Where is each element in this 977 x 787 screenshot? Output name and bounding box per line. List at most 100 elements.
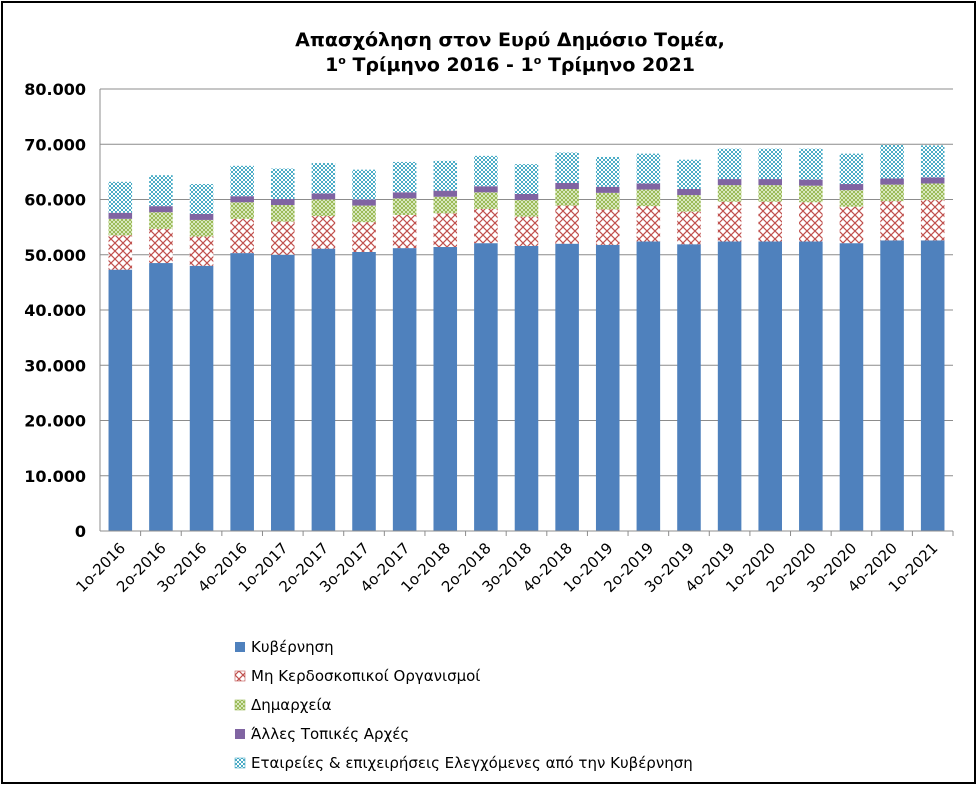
bar-segment-series-4	[555, 182, 579, 190]
stacked-bar-chart: Απασχόληση στον Ευρύ Δημόσιο Τομέα, 1ο Τ…	[24, 29, 954, 772]
bar-segment-series-4	[636, 183, 661, 190]
bar-segment-series-3	[271, 205, 295, 222]
bar-segment-series-1	[636, 241, 661, 532]
bar-segment-series-2	[595, 209, 620, 245]
bar-segment-series-3	[433, 196, 458, 214]
legend-label: Εταιρείες & επιχειρήσεις Ελεγχόμενες από…	[251, 754, 693, 772]
bar-segment-series-2	[433, 213, 458, 248]
bar-segment-series-1	[108, 269, 133, 531]
bar-segment-series-1	[595, 244, 620, 531]
bar-segment-series-5	[758, 148, 782, 180]
bar-segment-series-1	[677, 244, 701, 531]
y-tick-label: 10.000	[24, 467, 86, 486]
bar-segment-series-3	[677, 195, 701, 212]
bar-segment-series-2	[555, 205, 579, 244]
bar-segment-series-5	[230, 165, 254, 197]
y-tick-label: 30.000	[24, 356, 86, 375]
bar-segment-series-1	[311, 248, 336, 532]
bar-segment-series-1	[189, 265, 214, 531]
bar-segment-series-3	[514, 200, 539, 217]
bar-segment-series-4	[799, 179, 823, 186]
bar-segment-series-3	[189, 219, 214, 237]
bar-segment-series-2	[108, 235, 133, 270]
x-axis: 1ο-20162ο-20163ο-20164ο-20161ο-20172ο-20…	[72, 530, 954, 596]
y-tick-label: 40.000	[24, 301, 86, 320]
bar-segment-series-3	[717, 185, 742, 202]
bar-segment-series-5	[717, 148, 742, 180]
bar-segment-series-1	[758, 241, 782, 532]
legend-swatch	[234, 757, 246, 769]
y-tick-label: 60.000	[24, 191, 86, 210]
bar-segment-series-4	[108, 212, 133, 219]
bar-segment-series-3	[352, 205, 376, 223]
legend-swatch	[234, 699, 246, 711]
bar-segment-series-4	[392, 192, 417, 199]
bar-segment-series-4	[677, 189, 701, 196]
bar-segment-series-4	[839, 184, 864, 191]
bar-segment-series-2	[189, 236, 214, 266]
bar-segment-series-3	[758, 185, 782, 202]
bar-segment-series-5	[352, 169, 376, 200]
legend-swatch	[234, 670, 246, 682]
bar-segment-series-5	[880, 144, 904, 179]
bar-segment-series-1	[433, 247, 458, 531]
bar-segment-series-5	[636, 153, 661, 184]
bar-segment-series-3	[555, 189, 579, 206]
bar-segment-series-5	[839, 153, 864, 185]
bar-segment-series-3	[108, 218, 133, 236]
bar-segment-series-3	[595, 192, 620, 210]
bar-segment-series-2	[758, 201, 782, 242]
y-tick-label: 0	[75, 522, 86, 541]
bar-segment-series-1	[149, 263, 173, 531]
bar-segment-series-4	[514, 193, 539, 201]
bar-segment-series-3	[149, 212, 173, 229]
bar-segment-series-1	[271, 254, 295, 531]
bar-segment-series-1	[392, 248, 417, 531]
bar-segment-series-4	[311, 193, 336, 200]
bar-segment-series-4	[352, 199, 376, 206]
y-tick-label: 50.000	[24, 246, 86, 265]
y-tick-label: 70.000	[24, 135, 86, 154]
bar-segment-series-2	[392, 214, 417, 249]
bar-segment-series-1	[514, 245, 539, 531]
bar-segment-series-2	[839, 206, 864, 244]
bar-segment-series-5	[799, 148, 823, 180]
legend-label: Μη Κερδοσκοπικοί Οργανισμοί	[251, 667, 480, 685]
chart-title-line1: Απασχόληση στον Ευρύ Δημόσιο Τομέα,	[295, 29, 725, 51]
bar-segment-series-5	[595, 156, 620, 187]
bar-segment-series-1	[352, 251, 376, 532]
legend: Κυβέρνηση Μη Κερδοσκοπικοί Οργανισμοί Δημα…	[234, 638, 693, 772]
bar-segment-series-1	[717, 241, 742, 532]
bar-segment-series-5	[392, 161, 417, 193]
bar-segment-series-3	[392, 198, 417, 215]
bar-segment-series-4	[474, 186, 498, 193]
bar-segment-series-2	[149, 228, 173, 264]
bar-segment-series-2	[880, 201, 904, 241]
bar-segment-series-4	[189, 213, 214, 220]
bar-segment-series-2	[474, 208, 498, 244]
bar-segment-series-2	[717, 201, 742, 242]
bar-segment-series-3	[920, 183, 945, 201]
chart-title-line2: 1ο Τρίμηνο 2016 - 1ο Τρίμηνο 2021	[325, 54, 695, 76]
bar-segment-series-3	[311, 199, 336, 217]
bar-segment-series-2	[799, 202, 823, 242]
bar-segment-series-5	[474, 155, 498, 187]
bar-segment-series-5	[555, 152, 579, 183]
legend-swatch	[235, 642, 245, 652]
bar-segment-series-5	[920, 145, 945, 178]
legend-swatch	[235, 729, 245, 739]
bar-segment-series-2	[230, 218, 254, 254]
bar-segment-series-5	[514, 164, 539, 194]
bar-segment-series-4	[758, 179, 782, 186]
y-axis: 0 10.000 20.000 30.000 40.000 50.000 60.000 70.…	[24, 80, 101, 541]
bar-segment-series-5	[189, 184, 214, 214]
bar-segment-series-4	[433, 190, 458, 197]
bar-segment-series-1	[799, 241, 823, 532]
legend-label: Άλλες Τοπικές Αρχές	[251, 725, 409, 743]
bar-segment-series-2	[311, 216, 336, 249]
bar-segment-series-4	[717, 179, 742, 186]
bar-segment-series-1	[230, 253, 254, 531]
bar-segment-series-4	[149, 206, 173, 213]
bar-segment-series-3	[230, 202, 254, 219]
